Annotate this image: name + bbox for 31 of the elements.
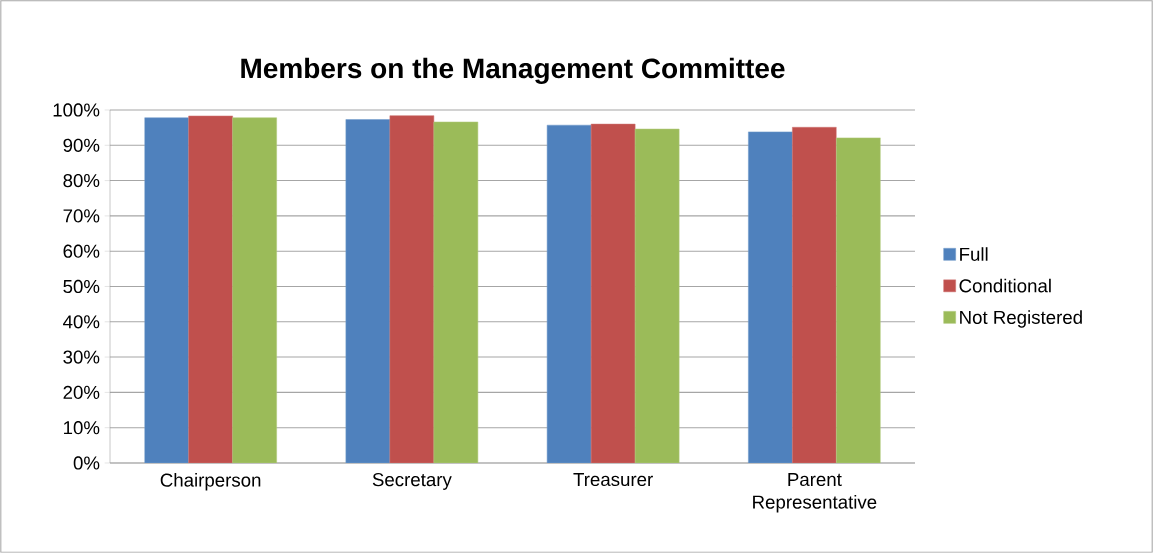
y-tick-label: 80%	[63, 173, 100, 188]
y-tick-label: 20%	[63, 385, 100, 399]
bar	[389, 115, 435, 463]
legend-label: Not Registered	[960, 310, 1082, 328]
bar	[836, 137, 881, 463]
bar	[232, 117, 277, 463]
y-tick-label: 50%	[63, 279, 100, 294]
bar	[792, 127, 837, 463]
y-tick-label: 90%	[63, 138, 100, 152]
bar	[546, 124, 592, 463]
y-tick-label: 0%	[73, 456, 100, 470]
y-tick-label: 30%	[63, 350, 100, 364]
bar	[634, 128, 680, 463]
x-tick-label: Parent Representative	[753, 473, 877, 513]
bar	[433, 121, 479, 463]
x-tick-label: Secretary	[372, 473, 452, 490]
bar	[345, 119, 391, 463]
bar	[188, 115, 233, 463]
bar	[748, 131, 793, 463]
y-tick-label: 60%	[63, 244, 100, 258]
legend-label: Full	[960, 247, 988, 261]
x-tick-label: Treasurer	[573, 473, 653, 487]
bar	[590, 123, 636, 463]
x-tick-label: Chairperson	[160, 473, 261, 491]
chart-title: Members on the Management Committee	[241, 57, 785, 84]
y-tick-label: 70%	[63, 209, 100, 223]
y-tick-label: 40%	[63, 315, 100, 329]
bar	[144, 117, 189, 463]
legend-label: Conditional	[959, 278, 1051, 293]
y-tick-label: 100%	[53, 103, 100, 117]
y-tick-label: 10%	[64, 421, 100, 435]
